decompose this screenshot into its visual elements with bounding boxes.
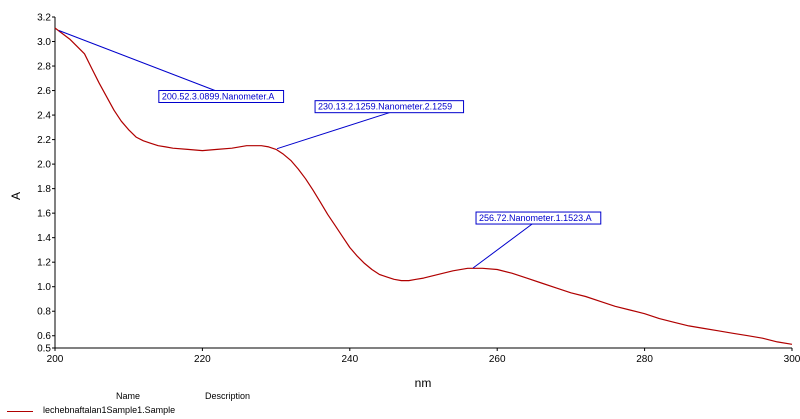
series-layer	[54, 27, 793, 345]
x-axis-title: nm	[415, 376, 432, 390]
y-axis-title: A	[9, 192, 23, 200]
x-tick-label: 280	[636, 354, 653, 365]
y-tick-label: 1.2	[37, 258, 51, 269]
annotation-layer: 200.52.3.0899.Nanometer.A 230.13.2.1259.N…	[58, 30, 602, 269]
y-tick-label: 2.2	[37, 135, 51, 146]
y-tick-label: 3.0	[37, 37, 51, 48]
axes	[54, 17, 792, 349]
annotation-label: 256.72.Nanometer.1.1523.A	[479, 213, 592, 223]
annotation-label: 230.13.2.1259.Nanometer.2.1259	[318, 102, 452, 112]
y-tick-label: 0.8	[37, 307, 51, 318]
y-tick-label: 1.0	[37, 282, 51, 293]
x-axis-ticks: 200 220 240 260 280 300	[47, 348, 800, 365]
annotation-leader-line	[58, 30, 216, 91]
legend-name-header: Name	[116, 391, 141, 401]
annotation-leader-line	[276, 112, 390, 150]
legend-header: Name Description	[0, 391, 300, 403]
legend-entry: lechebnaftalan1Sample1.Sample	[0, 405, 300, 417]
y-tick-label: 2.6	[37, 86, 51, 97]
legend-swatch	[7, 411, 33, 412]
y-tick-label: 1.6	[37, 209, 51, 220]
y-tick-label: 2.4	[37, 111, 51, 122]
annotation-box	[158, 89, 285, 103]
y-tick-label: 3.2	[37, 13, 51, 24]
series-line	[54, 27, 793, 345]
x-tick-label: 300	[784, 354, 800, 365]
legend-description-header: Description	[205, 391, 251, 401]
y-tick-label: 2.0	[37, 160, 51, 171]
legend-entry-label: lechebnaftalan1Sample1.Sample	[43, 405, 176, 415]
y-tick-label: 0.6	[37, 331, 51, 342]
annotation-leader-line	[472, 223, 533, 269]
x-tick-label: 240	[341, 354, 358, 365]
y-tick-label: 0.5	[37, 344, 51, 355]
x-tick-label: 260	[489, 354, 506, 365]
x-tick-label: 200	[47, 354, 64, 365]
y-axis-ticks: 0.5 0.6 0.8 1.0 1.2 1.4 1.6 1.8 2.0 2.2 2.4 2.6 2.8 3…	[37, 13, 55, 355]
y-tick-label: 2.8	[37, 62, 51, 73]
annotation-label: 200.52.3.0899.Nanometer.A	[162, 91, 275, 101]
y-tick-label: 1.4	[37, 233, 51, 244]
x-tick-label: 220	[194, 354, 211, 365]
annotation-box	[475, 211, 602, 225]
y-tick-label: 1.8	[37, 184, 51, 195]
annotation-box	[314, 100, 465, 114]
absorbance-chart: 0.5 0.6 0.8 1.0 1.2 1.4 1.6 1.8 2.0 2.2 2.4 2.6 2.8 3…	[9, 13, 800, 391]
